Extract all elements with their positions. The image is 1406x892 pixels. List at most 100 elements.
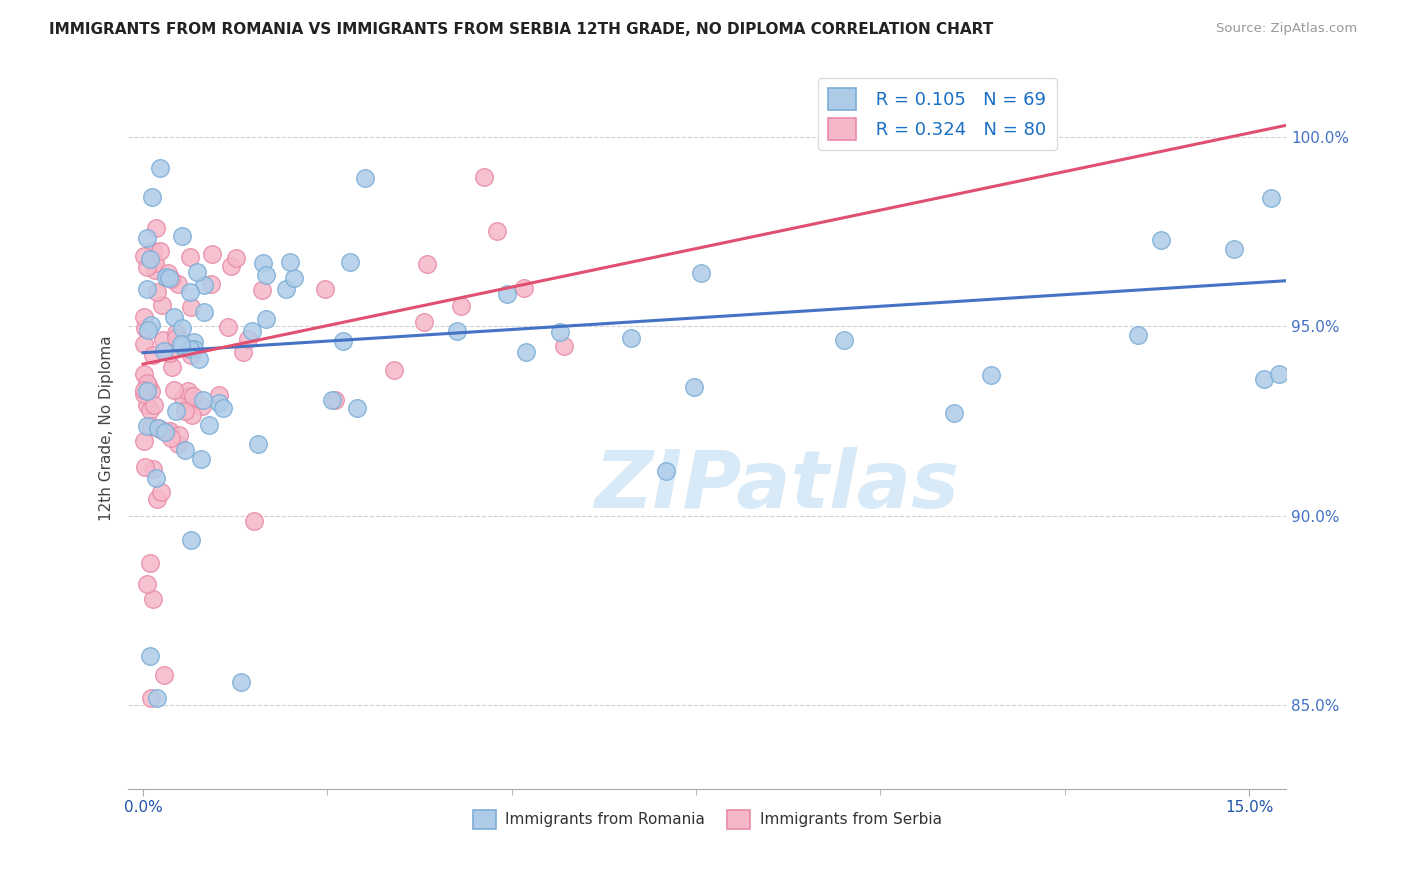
Point xyxy=(655,464,678,478)
Point xyxy=(201,246,224,260)
Point xyxy=(198,417,221,432)
Point xyxy=(173,442,195,457)
Point xyxy=(172,391,194,405)
Point xyxy=(1267,367,1289,381)
Point xyxy=(139,384,162,398)
Point xyxy=(515,345,537,359)
Point xyxy=(314,282,336,296)
Point xyxy=(472,170,495,185)
Text: ZIPatlas: ZIPatlas xyxy=(595,447,959,525)
Point xyxy=(339,255,361,269)
Point xyxy=(153,425,176,439)
Point xyxy=(179,342,201,356)
Point xyxy=(139,252,162,267)
Point xyxy=(167,277,190,292)
Point xyxy=(139,648,162,663)
Point xyxy=(177,384,200,398)
Point xyxy=(134,386,156,401)
Point xyxy=(136,323,159,337)
Point xyxy=(136,376,159,390)
Point xyxy=(132,368,155,382)
Y-axis label: 12th Grade, No Diploma: 12th Grade, No Diploma xyxy=(100,335,114,521)
Point xyxy=(170,228,193,243)
Point xyxy=(191,399,214,413)
Point xyxy=(548,325,571,339)
Point xyxy=(252,256,274,270)
Point xyxy=(208,387,231,401)
Point xyxy=(132,310,155,324)
Point xyxy=(193,305,215,319)
Point xyxy=(1223,242,1246,256)
Point xyxy=(212,401,235,416)
Point xyxy=(254,312,277,326)
Point xyxy=(134,460,156,475)
Point xyxy=(553,339,575,353)
Point xyxy=(208,395,231,409)
Point xyxy=(193,277,215,292)
Point xyxy=(134,384,156,398)
Point xyxy=(138,556,160,570)
Point xyxy=(283,271,305,285)
Point xyxy=(141,189,163,203)
Point xyxy=(332,334,354,349)
Point xyxy=(1128,328,1150,343)
Point xyxy=(139,403,162,417)
Point xyxy=(200,277,222,292)
Point xyxy=(159,424,181,438)
Point xyxy=(190,452,212,467)
Point xyxy=(172,320,194,334)
Point xyxy=(943,406,966,420)
Point xyxy=(155,270,177,285)
Point xyxy=(247,436,270,450)
Point xyxy=(153,343,176,358)
Point xyxy=(382,363,405,377)
Point xyxy=(143,262,166,277)
Point xyxy=(146,421,169,435)
Point xyxy=(980,368,1002,382)
Point xyxy=(142,592,165,607)
Point xyxy=(135,384,157,398)
Point xyxy=(186,265,208,279)
Point xyxy=(321,393,343,408)
Point xyxy=(146,421,169,435)
Point xyxy=(150,298,173,312)
Point xyxy=(141,419,163,434)
Point xyxy=(165,404,187,418)
Point xyxy=(620,331,643,345)
Point xyxy=(160,360,183,375)
Point xyxy=(496,287,519,301)
Point xyxy=(238,332,260,346)
Point xyxy=(274,282,297,296)
Point xyxy=(513,281,536,295)
Point xyxy=(325,392,347,407)
Point xyxy=(346,401,368,415)
Point xyxy=(143,398,166,412)
Point xyxy=(174,402,197,417)
Point xyxy=(167,437,190,451)
Point xyxy=(486,224,509,238)
Point xyxy=(132,434,155,449)
Point xyxy=(165,326,187,340)
Point xyxy=(413,315,436,329)
Point xyxy=(135,260,157,275)
Point xyxy=(145,471,167,485)
Point xyxy=(278,255,301,269)
Point xyxy=(163,310,186,324)
Point xyxy=(136,398,159,412)
Point xyxy=(149,484,172,499)
Point xyxy=(225,251,247,265)
Point xyxy=(132,248,155,262)
Point xyxy=(149,161,172,175)
Point xyxy=(1253,372,1275,386)
Point xyxy=(172,339,194,353)
Point xyxy=(170,337,193,351)
Point xyxy=(153,668,176,682)
Point xyxy=(179,285,201,300)
Point xyxy=(157,425,180,439)
Point xyxy=(229,675,252,690)
Point xyxy=(142,348,165,362)
Point xyxy=(242,514,264,528)
Point xyxy=(159,270,181,285)
Point xyxy=(160,271,183,285)
Point xyxy=(1260,191,1282,205)
